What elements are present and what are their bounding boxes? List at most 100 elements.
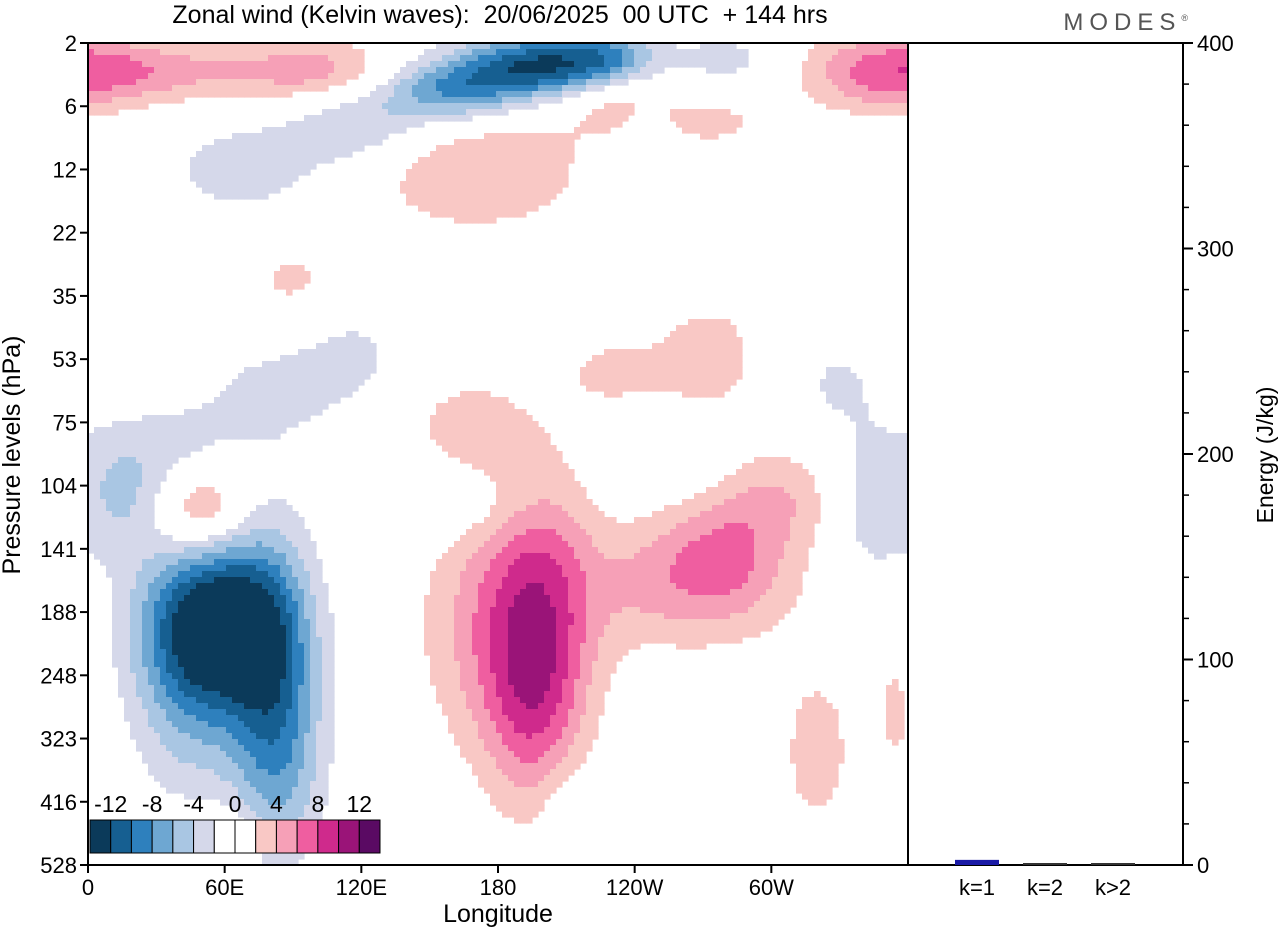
wind-cell bbox=[442, 73, 449, 80]
wind-cell bbox=[676, 559, 683, 566]
wind-cell bbox=[196, 571, 203, 578]
wind-cell bbox=[394, 103, 401, 110]
wind-cell bbox=[736, 529, 743, 536]
wind-cell bbox=[682, 373, 689, 380]
wind-cell bbox=[478, 607, 485, 614]
wind-cell bbox=[310, 79, 317, 86]
wind-cell bbox=[514, 415, 521, 422]
wind-cell bbox=[748, 487, 755, 494]
wind-cell bbox=[682, 367, 689, 374]
wind-cell bbox=[130, 607, 137, 614]
wind-cell bbox=[454, 589, 461, 596]
wind-cell bbox=[310, 595, 317, 602]
wind-cell bbox=[316, 355, 323, 362]
wind-cell bbox=[850, 379, 857, 386]
wind-cell bbox=[262, 145, 269, 152]
wind-cell bbox=[250, 565, 257, 572]
wind-cell bbox=[544, 73, 551, 80]
wind-cell bbox=[262, 571, 269, 578]
wind-cell bbox=[766, 601, 773, 608]
wind-cell bbox=[460, 43, 467, 50]
wind-cell bbox=[124, 103, 131, 110]
wind-cell bbox=[544, 571, 551, 578]
wind-cell bbox=[682, 517, 689, 524]
wind-cell bbox=[190, 157, 197, 164]
wind-cell bbox=[748, 541, 755, 548]
wind-cell bbox=[250, 523, 257, 530]
wind-cell bbox=[886, 43, 893, 50]
wind-cell bbox=[856, 79, 863, 86]
wind-cell bbox=[142, 583, 149, 590]
wind-cell bbox=[796, 481, 803, 488]
wind-cell bbox=[118, 571, 125, 578]
wind-cell bbox=[268, 49, 275, 56]
wind-cell bbox=[238, 565, 245, 572]
wind-cell bbox=[466, 151, 473, 158]
wind-cell bbox=[166, 595, 173, 602]
wind-cell bbox=[412, 79, 419, 86]
wind-cell bbox=[490, 67, 497, 74]
wind-cell bbox=[556, 133, 563, 140]
wind-cell bbox=[214, 415, 221, 422]
wind-cell bbox=[262, 367, 269, 374]
wind-cell bbox=[130, 511, 137, 518]
wind-cell bbox=[124, 535, 131, 542]
wind-cell bbox=[604, 517, 611, 524]
wind-cell bbox=[538, 181, 545, 188]
wind-cell bbox=[526, 607, 533, 614]
wind-cell bbox=[556, 589, 563, 596]
wind-cell bbox=[412, 175, 419, 182]
wind-cell bbox=[160, 439, 167, 446]
wind-cell bbox=[844, 67, 851, 74]
wind-cell bbox=[334, 151, 341, 158]
wind-cell bbox=[538, 475, 545, 482]
wind-cell bbox=[214, 163, 221, 170]
wind-cell bbox=[454, 181, 461, 188]
wind-cell bbox=[700, 325, 707, 332]
wind-cell bbox=[538, 547, 545, 554]
wind-cell bbox=[382, 97, 389, 104]
wind-cell bbox=[94, 523, 101, 530]
wind-cell bbox=[700, 343, 707, 350]
wind-cell bbox=[136, 481, 143, 488]
wind-cell bbox=[418, 91, 425, 98]
wind-cell bbox=[712, 601, 719, 608]
wind-cell bbox=[820, 67, 827, 74]
wind-cell bbox=[532, 559, 539, 566]
wind-cell bbox=[406, 109, 413, 116]
wind-cell bbox=[592, 583, 599, 590]
wind-cell bbox=[550, 523, 557, 530]
wind-cell bbox=[634, 373, 641, 380]
wind-cell bbox=[418, 97, 425, 104]
wind-cell bbox=[646, 535, 653, 542]
wind-cell bbox=[88, 91, 95, 98]
wind-cell bbox=[886, 523, 893, 530]
wind-cell bbox=[790, 505, 797, 512]
wind-cell bbox=[736, 115, 743, 122]
wind-cell bbox=[730, 115, 737, 122]
wind-cell bbox=[484, 157, 491, 164]
wind-cell bbox=[292, 277, 299, 284]
wind-cell bbox=[874, 67, 881, 74]
wind-cell bbox=[622, 43, 629, 50]
wind-cell bbox=[532, 79, 539, 86]
wind-cell bbox=[466, 181, 473, 188]
wind-cell bbox=[178, 85, 185, 92]
wind-cell bbox=[262, 559, 269, 566]
wind-cell bbox=[478, 415, 485, 422]
wind-cell bbox=[148, 49, 155, 56]
wind-cell bbox=[532, 475, 539, 482]
wind-cell bbox=[856, 433, 863, 440]
wind-cell bbox=[184, 583, 191, 590]
wind-cell bbox=[466, 193, 473, 200]
wind-cell bbox=[214, 547, 221, 554]
wind-cell bbox=[718, 337, 725, 344]
wind-cell bbox=[580, 121, 587, 128]
wind-cell bbox=[208, 55, 215, 62]
wind-cell bbox=[532, 133, 539, 140]
wind-cell bbox=[676, 583, 683, 590]
wind-cell bbox=[784, 583, 791, 590]
wind-cell bbox=[598, 541, 605, 548]
wind-cell bbox=[388, 79, 395, 86]
wind-cell bbox=[184, 499, 191, 506]
